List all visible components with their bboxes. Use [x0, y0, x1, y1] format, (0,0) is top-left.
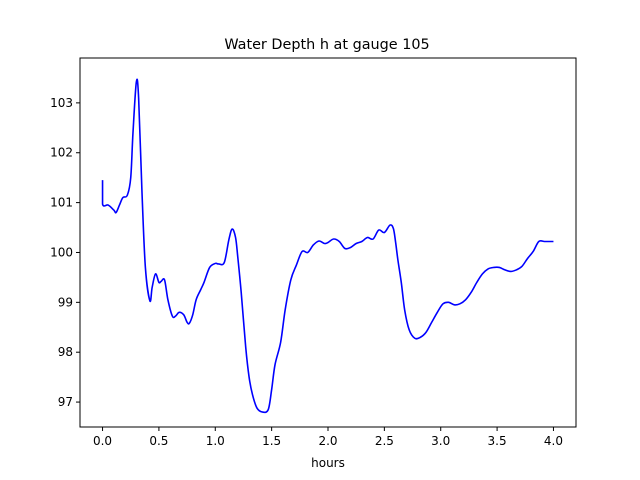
x-axis-label: hours	[311, 456, 345, 470]
chart-title: Water Depth h at gauge 105	[224, 37, 429, 53]
x-tick-label: 1.5	[262, 434, 281, 448]
y-axis: 97 98 99 100 101 102 103	[50, 96, 80, 409]
x-axis: 0.0 0.5 1.0 1.5 2.0 2.5 3.0 3.5 4.0	[93, 427, 563, 448]
x-tick-label: 1.0	[206, 434, 225, 448]
y-tick-label: 97	[58, 395, 73, 409]
x-tick-label: 0.0	[93, 434, 112, 448]
series-line	[101, 78, 554, 414]
y-tick-label: 98	[58, 345, 73, 359]
x-tick-label: 4.0	[544, 434, 563, 448]
y-tick-label: 102	[50, 146, 73, 160]
y-tick-label: 99	[58, 295, 73, 309]
y-tick-label: 100	[50, 245, 73, 259]
x-tick-label: 3.5	[488, 434, 507, 448]
x-tick-label: 3.0	[431, 434, 450, 448]
y-tick-label: 103	[50, 96, 73, 110]
y-tick-label: 101	[50, 196, 73, 210]
x-tick-label: 2.5	[375, 434, 394, 448]
x-tick-label: 0.5	[149, 434, 168, 448]
x-tick-label: 2.0	[318, 434, 337, 448]
